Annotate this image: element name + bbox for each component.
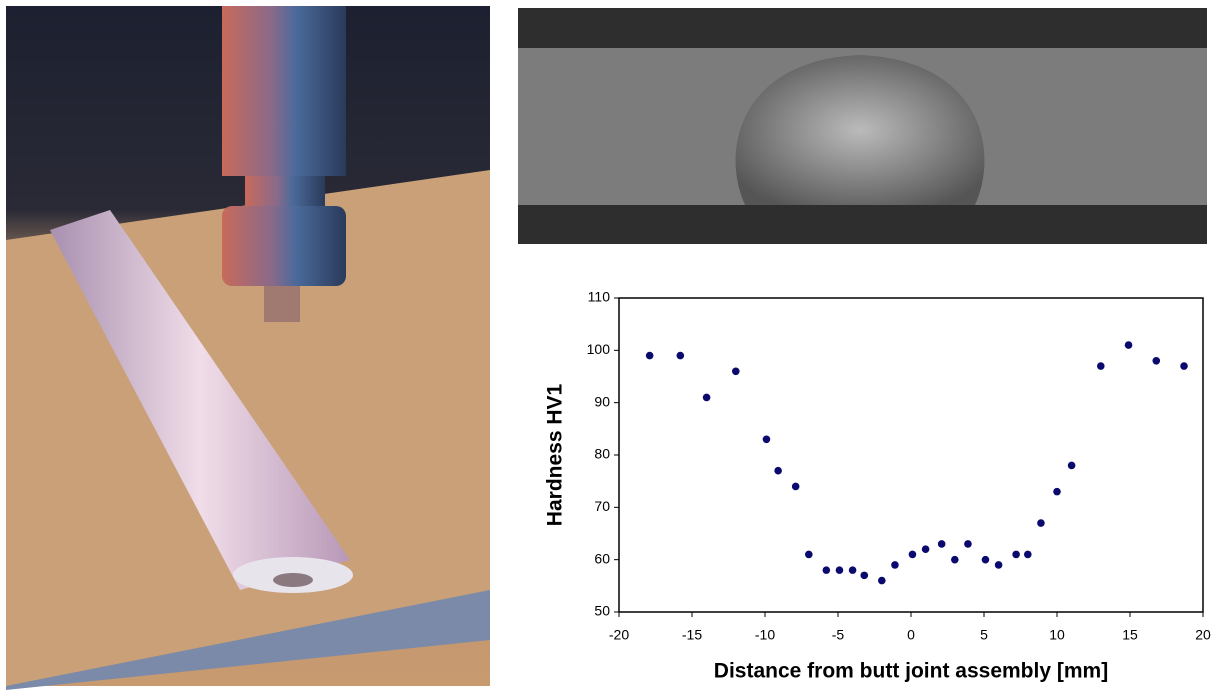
point <box>891 561 899 569</box>
y-axis-label: Hardness HV1 <box>544 383 567 526</box>
point <box>1097 362 1105 370</box>
x-tick-label: 10 <box>1049 627 1065 643</box>
x-tick-label: 5 <box>980 627 988 643</box>
point <box>938 540 946 548</box>
point <box>922 545 930 553</box>
point <box>677 352 685 360</box>
x-tick-label: -10 <box>755 627 775 643</box>
point <box>1068 462 1076 470</box>
x-tick-label: 15 <box>1122 627 1138 643</box>
point <box>774 467 782 475</box>
point <box>909 551 917 559</box>
y-tick-label: 100 <box>587 341 611 357</box>
y-tick-label: 60 <box>594 550 610 566</box>
point <box>1152 357 1160 365</box>
x-tick-label: -5 <box>832 627 845 643</box>
point <box>703 394 711 402</box>
point <box>1053 488 1061 496</box>
photo-micrograph <box>518 8 1207 244</box>
x-tick-label: -20 <box>609 627 629 643</box>
point <box>1012 551 1020 559</box>
point <box>792 483 800 491</box>
x-axis-label: Distance from butt joint assembly [mm] <box>714 660 1108 683</box>
point <box>951 556 959 564</box>
point <box>732 367 740 375</box>
y-tick-label: 80 <box>594 446 610 462</box>
point <box>1024 551 1032 559</box>
point <box>1125 341 1133 349</box>
point <box>646 352 654 360</box>
y-tick-label: 90 <box>594 393 610 409</box>
photo-tool <box>6 6 490 690</box>
point <box>995 561 1003 569</box>
point <box>849 566 857 574</box>
point <box>823 566 831 574</box>
point <box>763 436 771 444</box>
x-tick-label: 0 <box>907 627 915 643</box>
point <box>1180 362 1188 370</box>
point <box>836 566 844 574</box>
point <box>860 572 868 580</box>
point <box>964 540 972 548</box>
point <box>1037 519 1045 527</box>
point <box>878 577 886 585</box>
point <box>805 551 813 559</box>
y-tick-label: 70 <box>594 498 610 514</box>
y-tick-label: 110 <box>588 289 611 305</box>
x-tick-label: 20 <box>1195 627 1211 643</box>
page: Distance from butt joint assembly [mm] H… <box>0 0 1214 691</box>
point <box>982 556 990 564</box>
plot-frame <box>619 298 1203 612</box>
y-tick-label: 50 <box>594 603 610 619</box>
x-tick-label: -15 <box>682 627 702 643</box>
